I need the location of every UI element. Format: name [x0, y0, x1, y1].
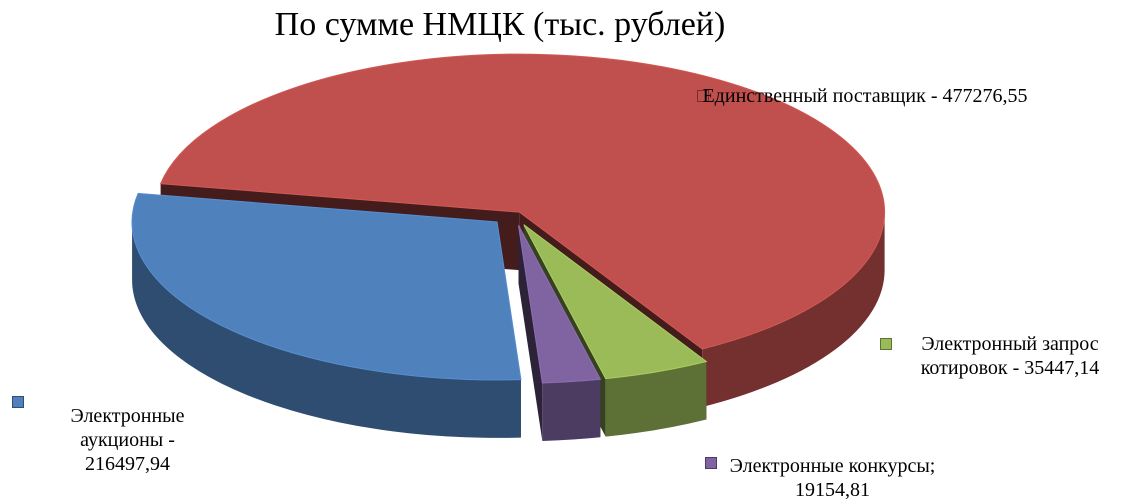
slice-side	[702, 212, 885, 407]
legend-marker	[705, 457, 717, 469]
label-separator: -	[925, 85, 943, 107]
slice-wall	[518, 225, 543, 441]
label-value: 216497,94	[85, 453, 170, 475]
slice-side	[542, 379, 601, 441]
label-value: 35447,14	[1024, 357, 1100, 379]
data-label: Электронный запрос котировок - 35447,14	[905, 332, 1115, 380]
label-value: 19154,81	[795, 479, 870, 501]
data-label: Электронные аукционы - 216497,94	[45, 404, 210, 476]
slice-top	[523, 224, 708, 380]
slice-top	[131, 192, 522, 381]
label-category: Электронный запрос котировок	[920, 333, 1099, 379]
data-label: Электронные конкурсы; 19154,81	[720, 454, 945, 502]
legend-marker	[12, 396, 24, 408]
slice-top	[517, 225, 602, 384]
chart-title: По сумме НМЦК (тыс. рублей)	[274, 6, 726, 43]
label-category: Электронные конкурсы	[729, 455, 930, 477]
label-category: Единственный поставщик	[702, 85, 926, 107]
slice-side	[132, 221, 521, 438]
data-label: Единственный поставщик - 477276,55	[700, 84, 1030, 108]
slice	[517, 225, 602, 441]
slice-side	[605, 361, 707, 437]
label-separator: -	[1007, 357, 1025, 379]
legend-marker	[880, 338, 892, 350]
slice	[131, 192, 522, 438]
slice-top	[159, 53, 886, 350]
label-category: Электронные аукционы	[70, 405, 185, 451]
label-value: 477276,55	[942, 85, 1028, 107]
label-separator: ;	[929, 455, 941, 477]
legend-marker	[697, 90, 709, 102]
label-separator: -	[163, 429, 180, 451]
